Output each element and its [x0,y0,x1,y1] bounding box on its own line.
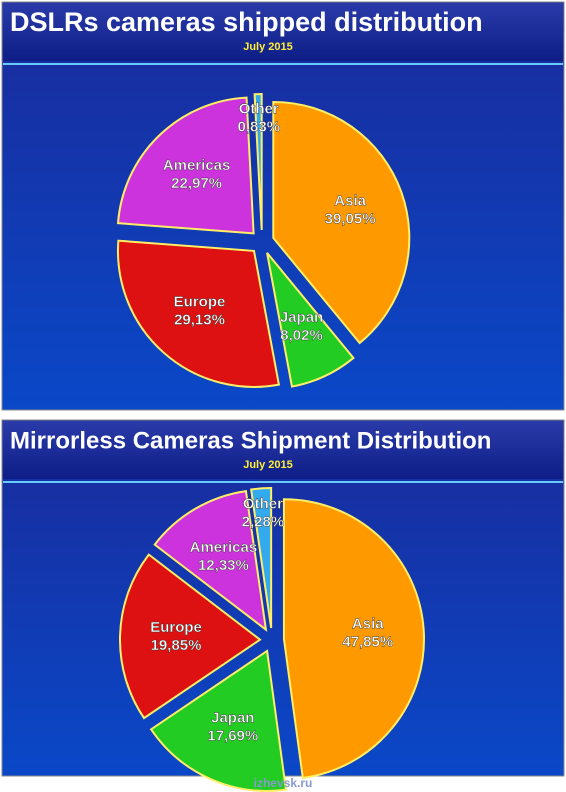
slice-value-label: 17,69% [207,728,258,745]
slice-label: Japan [280,309,323,326]
slide-header [3,421,563,479]
slice-label: Other [239,100,279,117]
slice-value-label: 8,02% [280,327,323,344]
slice-value-label: 29,13% [174,312,225,329]
slice-value-label: 0,83% [238,118,281,135]
slice-value-label: 39,05% [325,210,376,227]
slice-value-label: 19,85% [151,637,202,654]
pie-slice [116,239,281,388]
chart-title: DSLRs cameras shipped distribution [10,7,483,37]
slice-label: Asia [352,615,384,632]
slice-label: Europe [174,294,226,311]
pie-slice [272,100,411,345]
pie-slice [266,252,355,388]
pie-slice [282,498,425,780]
pie-slice [149,649,288,792]
slice-label: Japan [211,710,254,727]
pie-slice [119,553,262,720]
chart-subtitle: July 2015 [243,41,293,53]
slice-label: Other [243,495,283,512]
pie-slice [250,487,273,629]
slice-label: Asia [334,192,366,209]
slice-value-label: 47,85% [342,633,393,650]
slide-header [3,3,563,61]
watermark: izhevsk.ru [254,776,313,790]
slice-label: Americas [190,539,258,556]
slice-label: Europe [150,619,202,636]
slice-value-label: 22,97% [171,175,222,192]
slice-value-label: 12,33% [198,557,249,574]
pie-slice [116,96,255,235]
slice-value-label: 2,28% [242,513,285,530]
chart-subtitle: July 2015 [243,459,293,471]
pie-slice [253,93,263,231]
chart-title: Mirrorless Cameras Shipment Distribution [10,427,491,454]
pie-slice [153,489,268,632]
slice-label: Americas [163,157,231,174]
slide: Mirrorless Cameras Shipment Distribution… [1,419,565,792]
slide: DSLRs cameras shipped distribution July 2… [1,1,565,411]
